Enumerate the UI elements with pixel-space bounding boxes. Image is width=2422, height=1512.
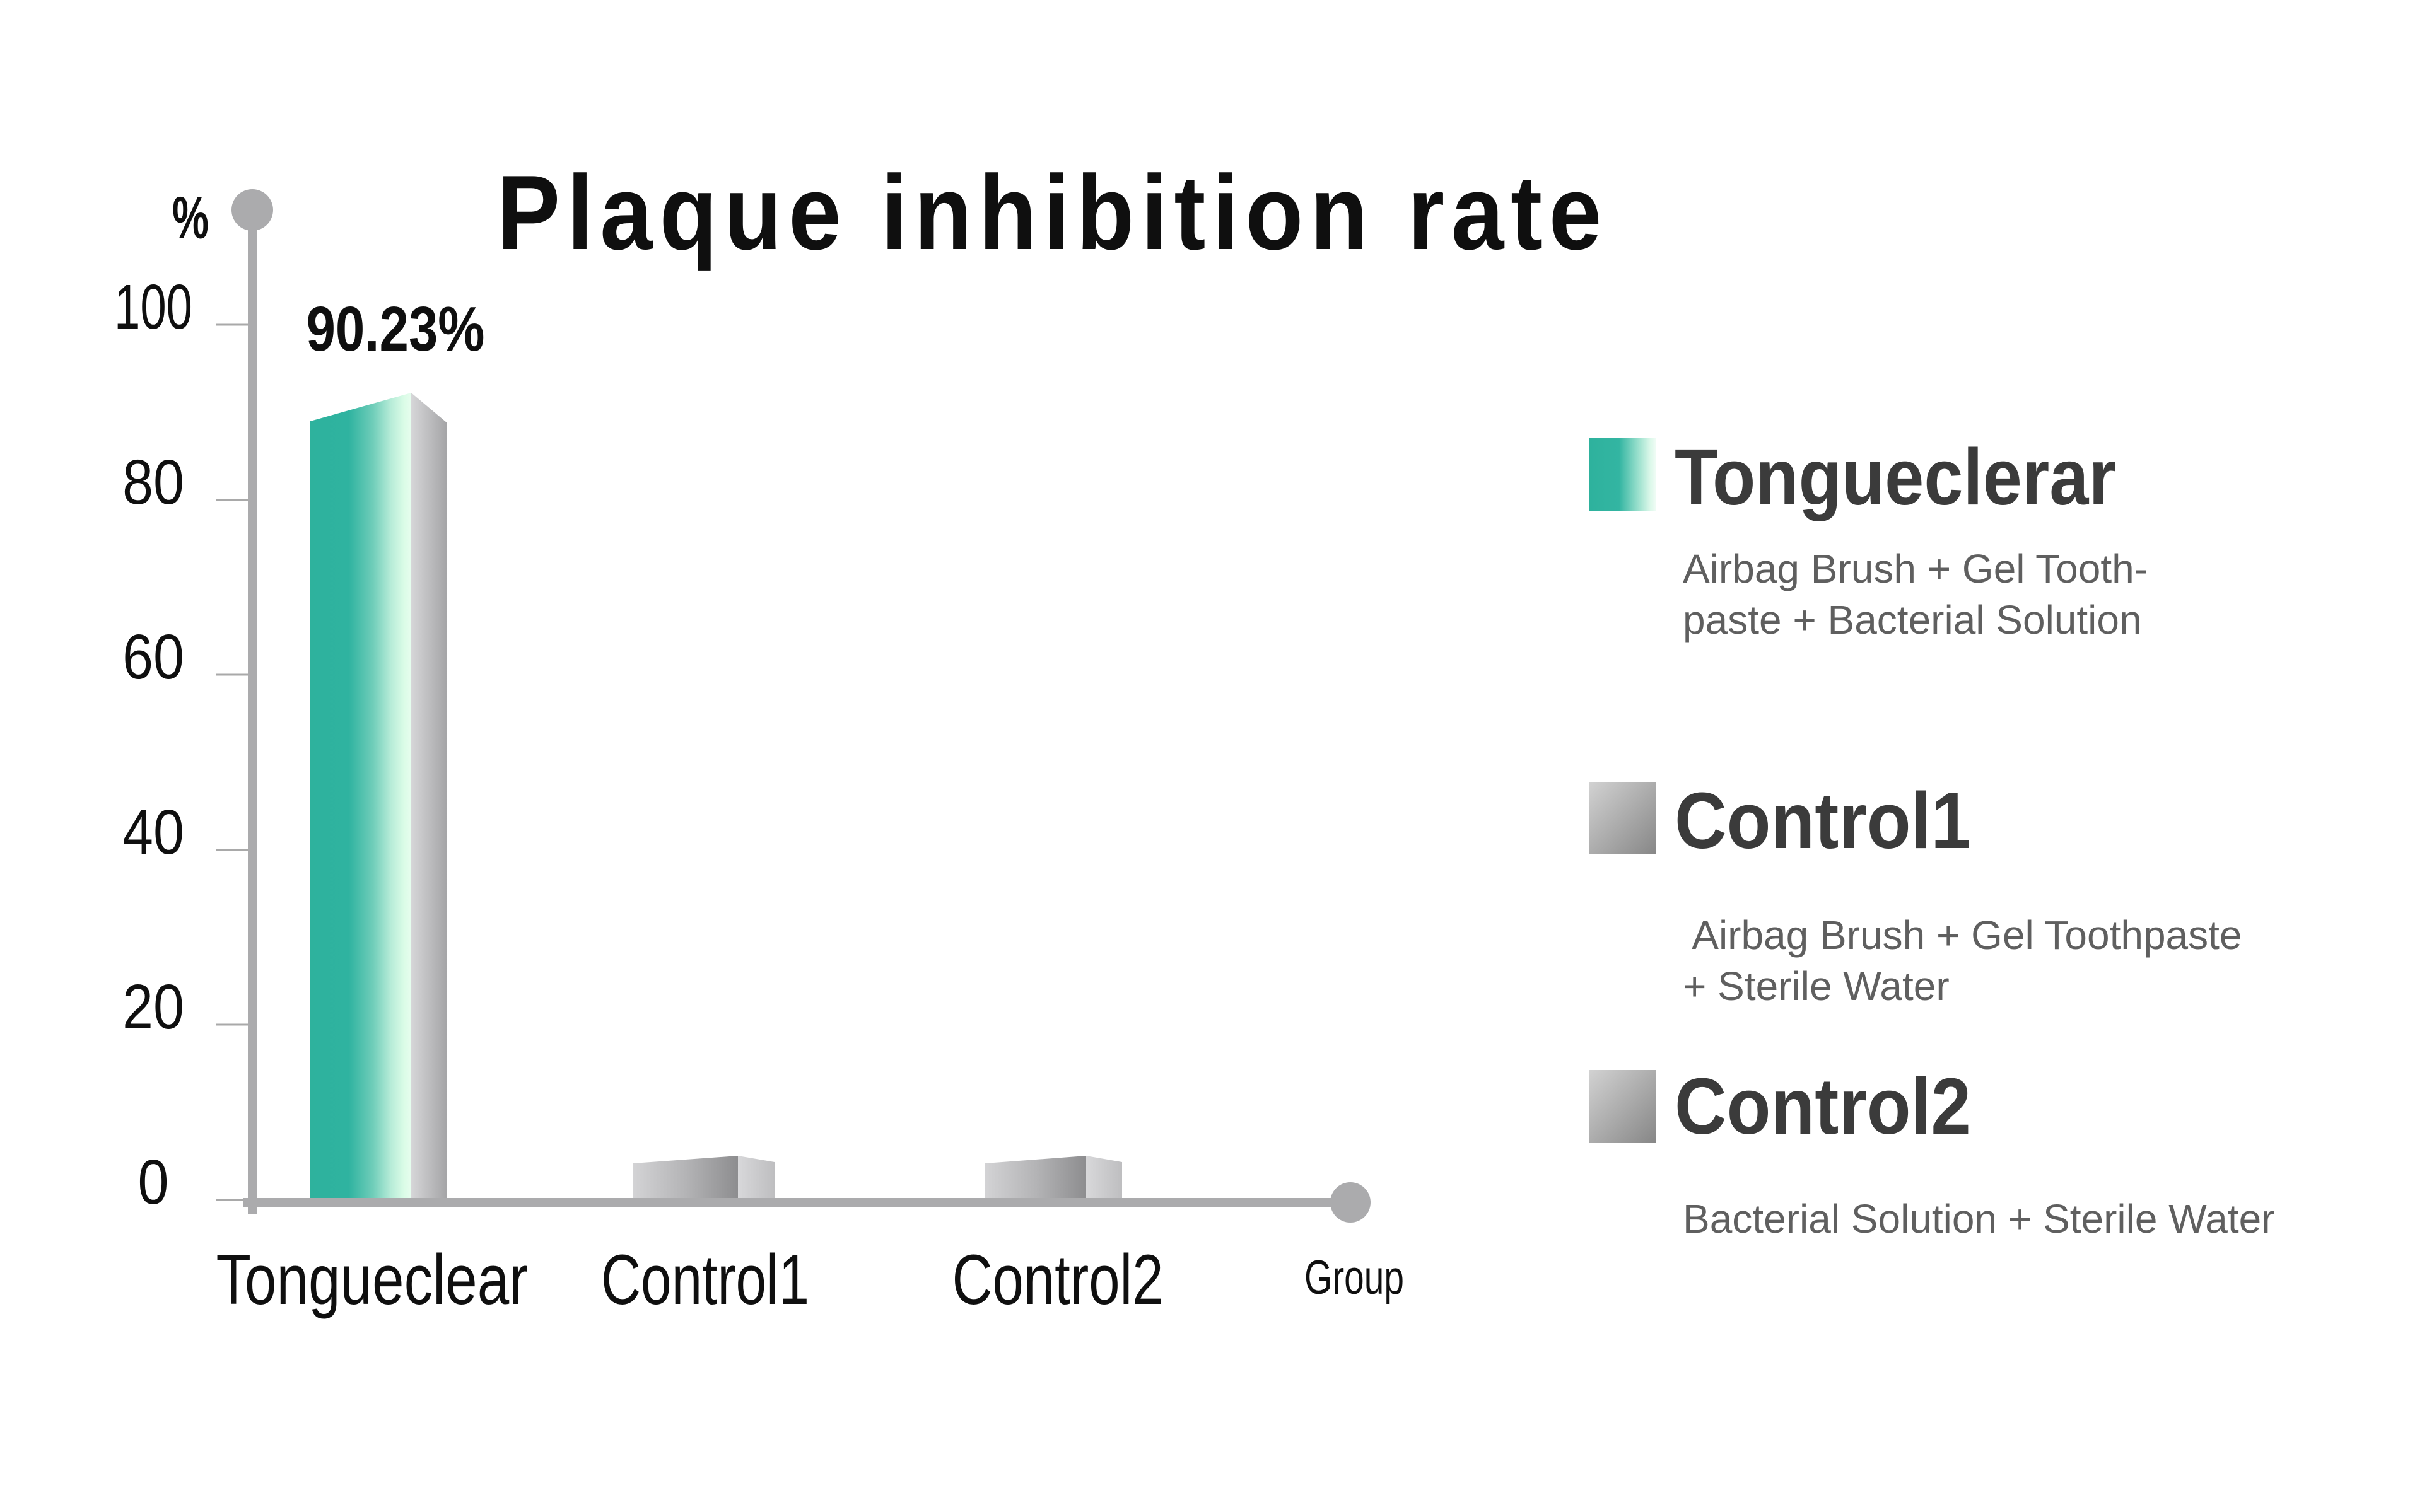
bar-control1-side — [738, 1156, 775, 1202]
legend-title-tongueclerar: Tongueclerar — [1675, 433, 2116, 521]
bar-control2-front — [985, 1156, 1086, 1202]
bar-control2 — [985, 1156, 1122, 1202]
x-label-tongueclear: Tongueclear — [216, 1240, 529, 1319]
y-axis-tick-labels: 100 80 60 40 20 0 — [114, 272, 192, 1218]
legend-entry-control1: Control1 Airbag Brush + Gel Toothpaste +… — [1589, 776, 2242, 1009]
x-label-control2: Control2 — [952, 1240, 1164, 1319]
legend-swatch-gray-1 — [1589, 782, 1656, 854]
y-tick-label-40: 40 — [122, 797, 184, 868]
y-axis-line — [248, 210, 257, 1214]
legend-title-control2: Control2 — [1675, 1062, 1971, 1151]
bar-tongueclear-front — [310, 393, 411, 1202]
x-axis-title: Group — [1304, 1251, 1404, 1305]
legend: Tongueclerar Airbag Brush + Gel Tooth- p… — [1589, 433, 2275, 1242]
legend-desc-tongueclerar-line2: paste + Bacterial Solution — [1683, 597, 2142, 643]
x-label-control1: Control1 — [601, 1240, 809, 1319]
y-tick-label-20: 20 — [122, 972, 184, 1042]
legend-desc-control1-line2: + Sterile Water — [1683, 963, 1950, 1009]
bar-control1 — [633, 1156, 775, 1202]
bar-tongueclear — [310, 393, 447, 1202]
bar-tongueclear-side — [411, 393, 447, 1202]
y-tick-label-100: 100 — [114, 272, 192, 342]
legend-swatch-teal — [1589, 438, 1656, 511]
y-tick-label-80: 80 — [122, 447, 184, 518]
bar-control1-front — [633, 1156, 738, 1202]
legend-entry-control2: Control2 Bacterial Solution + Sterile Wa… — [1589, 1062, 2275, 1242]
legend-title-control1: Control1 — [1675, 776, 1971, 865]
y-tick-label-60: 60 — [122, 622, 184, 692]
y-tick-label-0: 0 — [138, 1147, 169, 1218]
legend-swatch-gray-2 — [1589, 1070, 1656, 1143]
x-axis-category-labels: Tongueclear Control1 Control2 Group — [216, 1240, 1405, 1319]
bar-value-label: 90.23% — [307, 294, 485, 364]
x-axis-line — [243, 1198, 1332, 1207]
legend-desc-control1-line1: Airbag Brush + Gel Toothpaste — [1683, 912, 2242, 958]
bar-control2-side — [1086, 1156, 1122, 1202]
chart-title: Plaque inhibition rate — [497, 153, 1608, 272]
x-axis-end-circle — [1330, 1182, 1371, 1223]
legend-desc-tongueclerar-line1: Airbag Brush + Gel Tooth- — [1683, 546, 2148, 591]
y-axis-cap-circle — [231, 189, 273, 231]
y-axis-ticks — [216, 323, 249, 1201]
legend-entry-tongueclerar: Tongueclerar Airbag Brush + Gel Tooth- p… — [1589, 433, 2148, 643]
y-axis-unit-label: % — [172, 185, 209, 252]
legend-desc-control2-line1: Bacterial Solution + Sterile Water — [1683, 1196, 2275, 1242]
